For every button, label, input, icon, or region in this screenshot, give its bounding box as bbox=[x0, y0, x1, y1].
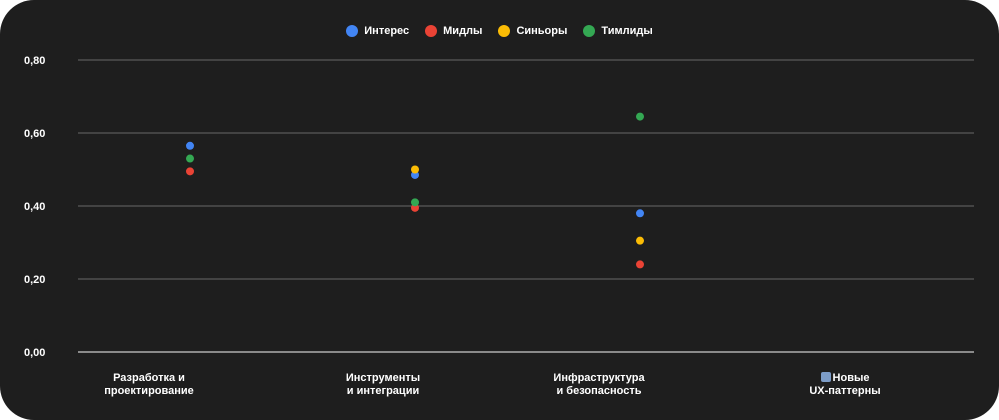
x-label-infrastructure: Инфраструктура и безопасность bbox=[509, 372, 689, 398]
legend: Интерес Мидлы Синьоры Тимлиды bbox=[0, 25, 999, 37]
x-label-development-line2: проектирование bbox=[104, 385, 194, 397]
y-tick-label: 0,20 bbox=[24, 274, 45, 286]
data-points bbox=[186, 112, 644, 269]
x-label-infrastructure-line2: и безопасность bbox=[556, 385, 642, 397]
x-label-infrastructure-line1: Инфраструктура bbox=[553, 372, 645, 384]
legend-item-middles[interactable]: Мидлы bbox=[425, 25, 482, 37]
x-label-development-line1: Разработка и bbox=[113, 372, 185, 384]
legend-swatch-seniors bbox=[498, 25, 511, 37]
data-point[interactable] bbox=[636, 260, 644, 269]
x-label-tools: Инструменты и интеграции bbox=[293, 372, 473, 398]
y-tick-label: 0,60 bbox=[24, 128, 45, 140]
legend-swatch-middles bbox=[425, 25, 438, 37]
legend-item-teamleads[interactable]: Тимлиды bbox=[583, 25, 653, 37]
legend-item-seniors[interactable]: Синьоры bbox=[498, 25, 567, 37]
legend-label-teamleads: Тимлиды bbox=[601, 25, 653, 37]
x-label-new-ux-line1: Новые bbox=[832, 372, 870, 384]
x-label-new-ux: Новые UX-паттерны bbox=[755, 372, 935, 398]
data-point[interactable] bbox=[411, 198, 419, 207]
legend-swatch-teamleads bbox=[583, 25, 596, 37]
y-tick-label: 0,80 bbox=[24, 55, 45, 67]
data-point[interactable] bbox=[186, 167, 194, 176]
data-point[interactable] bbox=[636, 112, 644, 121]
data-point[interactable] bbox=[636, 236, 644, 245]
y-tick-label: 0,00 bbox=[24, 347, 45, 359]
y-axis-ticks: 0,00 0,20 0,40 0,60 0,80 bbox=[24, 55, 45, 359]
data-point[interactable] bbox=[186, 154, 194, 163]
x-label-tools-line2: и интеграции bbox=[346, 385, 420, 397]
x-label-new-ux-line2: UX-паттерны bbox=[809, 385, 881, 397]
y-tick-label: 0,40 bbox=[24, 201, 45, 213]
x-label-development: Разработка и проектирование bbox=[59, 372, 239, 398]
legend-label-seniors: Синьоры bbox=[516, 25, 568, 37]
memo-emoji-icon bbox=[820, 372, 831, 382]
legend-swatch-interest bbox=[346, 25, 359, 37]
data-point[interactable] bbox=[411, 170, 419, 179]
data-point[interactable] bbox=[411, 165, 419, 174]
data-point[interactable] bbox=[411, 203, 419, 212]
legend-label-interest: Интерес bbox=[364, 25, 410, 37]
gridlines bbox=[78, 59, 974, 353]
legend-item-interest[interactable]: Интерес bbox=[346, 25, 409, 37]
data-point[interactable] bbox=[186, 141, 194, 150]
data-point[interactable] bbox=[636, 209, 644, 218]
legend-label-middles: Мидлы bbox=[443, 25, 483, 37]
x-label-tools-line1: Инструменты bbox=[345, 372, 421, 384]
